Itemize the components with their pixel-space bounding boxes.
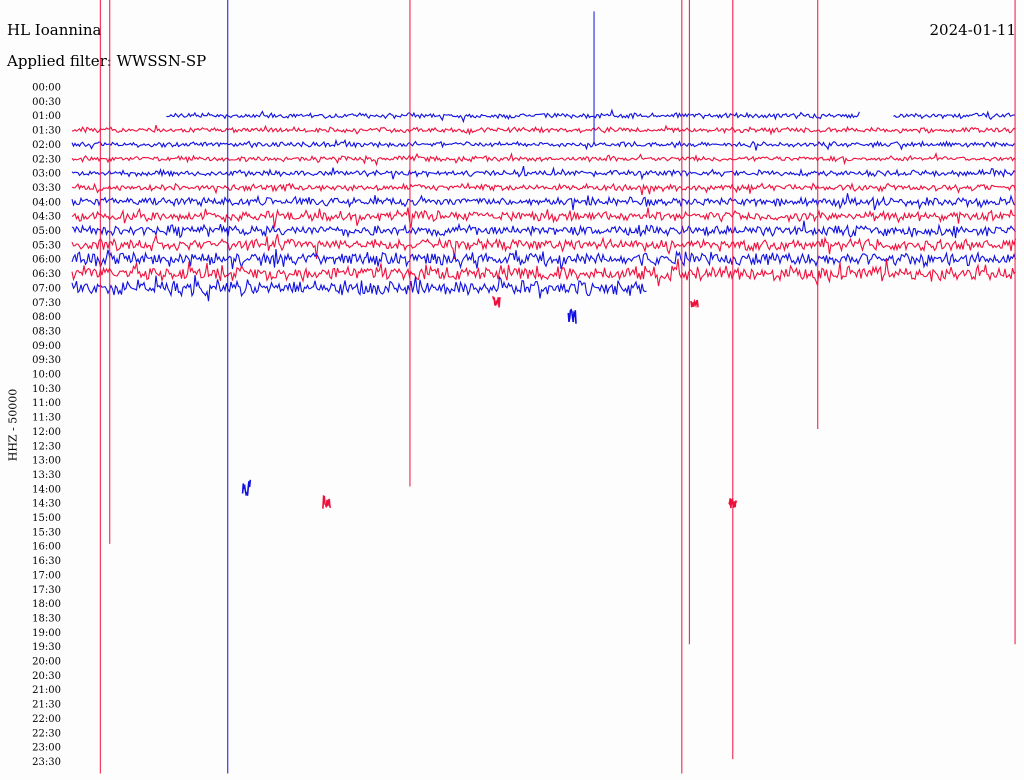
time-tick-label: 02:00 (32, 140, 61, 151)
time-tick-label: 06:30 (32, 269, 61, 280)
trace-row-0130 (72, 124, 1016, 136)
time-tick-label: 17:30 (32, 585, 61, 596)
time-tick-label: 09:30 (32, 355, 61, 366)
time-tick-label: 20:30 (32, 671, 61, 682)
time-tick-label: 22:30 (32, 728, 61, 739)
trace-row-0630 (71, 258, 1016, 287)
time-tick-label: 22:00 (32, 714, 61, 725)
trace-row-0330 (71, 181, 1017, 196)
time-tick-label: 16:30 (32, 556, 61, 567)
station-title: HL Ioannina (7, 21, 102, 39)
time-tick-label: 04:30 (32, 212, 61, 223)
time-tick-label: 08:30 (32, 326, 61, 337)
time-tick-label: 20:00 (32, 657, 61, 668)
time-tick-label: 00:00 (32, 83, 61, 94)
time-tick-label: 21:30 (32, 700, 61, 711)
time-tick-label: 14:00 (32, 484, 61, 495)
time-tick-label: 11:30 (32, 413, 61, 424)
trace-row-0200 (71, 138, 1016, 151)
event-layer (241, 296, 738, 509)
time-tick-label: 18:00 (32, 599, 61, 610)
trace-row-0430 (71, 207, 1016, 228)
time-tick-label: 03:00 (32, 169, 61, 180)
trace-row-0100 (166, 108, 860, 124)
spike-layer (99, 0, 1016, 774)
event-burst-1430 (322, 495, 332, 509)
time-tick-label: 07:30 (32, 298, 61, 309)
time-tick-label: 05:00 (32, 226, 61, 237)
trace-row-0100 (893, 110, 1015, 121)
time-tick-label: 06:00 (32, 255, 61, 266)
time-tick-label: 21:00 (32, 685, 61, 696)
trace-layer (71, 108, 1017, 302)
trace-row-0300 (71, 165, 1016, 181)
trace-row-0400 (71, 193, 1016, 211)
time-tick-label: 23:00 (32, 743, 61, 754)
time-tick-label: 00:30 (32, 97, 61, 108)
event-burst-0730 (690, 298, 699, 309)
time-tick-label: 13:00 (32, 456, 61, 467)
time-tick-label: 05:30 (32, 240, 61, 251)
time-tick-label: 18:30 (32, 613, 61, 624)
event-burst-1400 (241, 479, 252, 497)
time-tick-label: 16:00 (32, 542, 61, 553)
time-tick-label: 19:30 (32, 642, 61, 653)
time-tick-label: 23:30 (32, 757, 61, 768)
trace-row-0500 (71, 220, 1016, 239)
trace-row-0600 (71, 249, 1017, 270)
time-tick-label: 12:00 (32, 427, 61, 438)
time-tick-label: 15:30 (32, 527, 61, 538)
trace-row-0530 (71, 233, 1017, 260)
time-tick-label: 10:00 (32, 370, 61, 381)
trace-row-0230 (71, 151, 1016, 167)
time-tick-label: 15:00 (32, 513, 61, 524)
trace-row-0700 (71, 274, 647, 302)
time-tick-label: 09:00 (32, 341, 61, 352)
date-label: 2024-01-11 (929, 21, 1016, 39)
time-tick-label: 08:00 (32, 312, 61, 323)
time-tick-label: 11:00 (32, 398, 61, 409)
time-tick-label: 13:30 (32, 470, 61, 481)
time-tick-label: 07:00 (32, 283, 61, 294)
event-burst-0730 (492, 296, 502, 308)
filter-label: Applied filter: WWSSN-SP (7, 52, 207, 70)
time-tick-label: 12:30 (32, 441, 61, 452)
time-tick-label: 01:30 (32, 126, 61, 137)
time-tick-label: 03:30 (32, 183, 61, 194)
time-axis: 00:00 00:30 01:00 01:30 02:00 02:30 03:00 03:30… (32, 83, 61, 768)
time-tick-label: 17:00 (32, 570, 61, 581)
time-tick-label: 14:30 (32, 499, 61, 510)
time-tick-label: 01:00 (32, 111, 61, 122)
time-tick-label: 02:30 (32, 154, 61, 165)
time-tick-label: 10:30 (32, 384, 61, 395)
time-tick-label: 19:00 (32, 628, 61, 639)
time-tick-label: 04:00 (32, 197, 61, 208)
event-burst-0800 (567, 308, 577, 324)
